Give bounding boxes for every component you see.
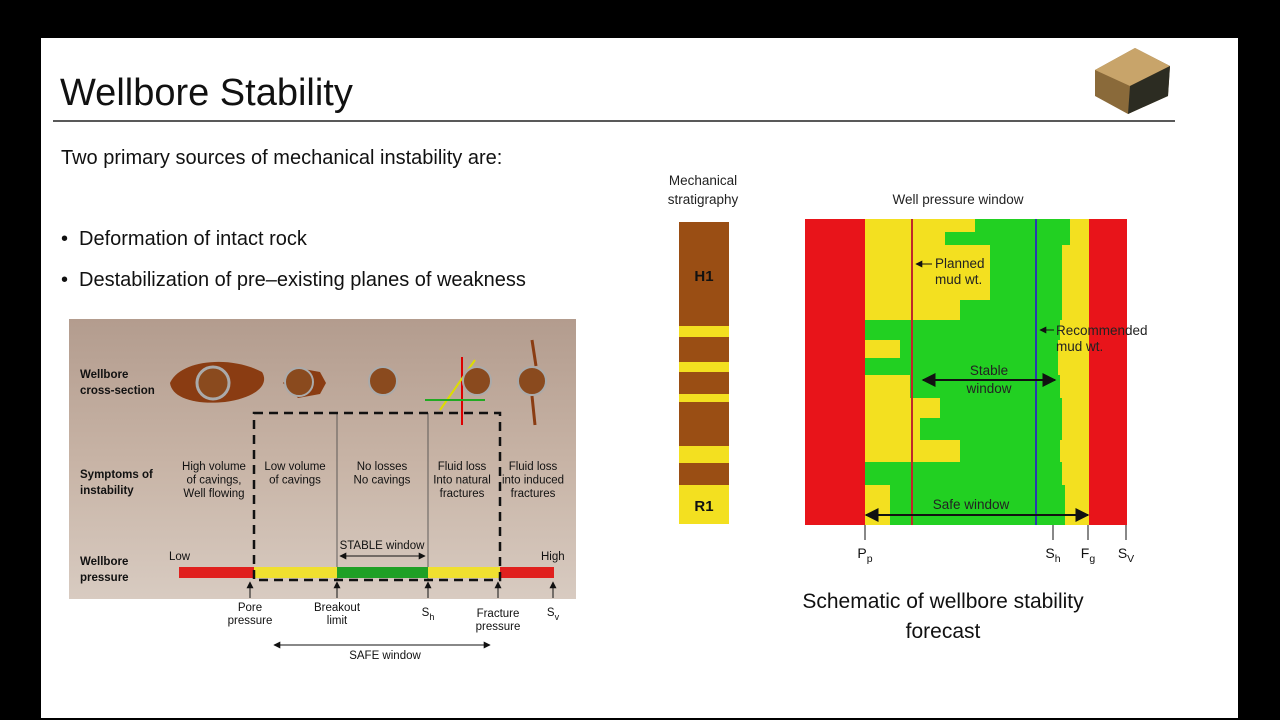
marker-label: Breakout [314, 602, 361, 614]
row-label: instability [80, 485, 134, 497]
symptom: of cavings, [187, 475, 242, 487]
symptom: fractures [440, 488, 485, 500]
bullet: • [61, 228, 68, 250]
strat-title: stratigraphy [668, 192, 739, 207]
row-label: pressure [80, 572, 129, 584]
axis-label: Fg [1081, 545, 1096, 565]
symptom: Into natural [433, 475, 491, 487]
stable-zone [920, 418, 1062, 440]
row-label: cross-section [80, 385, 155, 397]
caption: forecast [906, 620, 981, 643]
stable-zone [865, 462, 1062, 485]
stable-zone [960, 300, 1062, 320]
stable-zone [975, 219, 1070, 232]
strat-title: Mechanical [669, 173, 737, 188]
layer-label: H1 [694, 268, 713, 285]
planned-label: Planned [935, 256, 985, 271]
axis-label-main: S [1118, 545, 1127, 561]
row-label: Wellbore [80, 556, 128, 568]
safe-window: SAFE window [349, 650, 421, 662]
intro: Two primary sources of mechanical instab… [61, 147, 502, 169]
high-label: High [541, 551, 565, 563]
stable-zone [865, 320, 1060, 340]
marker-label-main: S [422, 607, 430, 619]
bullet: • [61, 269, 68, 291]
stable-zone [945, 232, 1070, 245]
symptom: Well flowing [183, 488, 244, 500]
marker-label: pressure [476, 621, 521, 633]
axis-label-sub: V [1127, 553, 1134, 565]
axis-label-main: S [1045, 545, 1054, 561]
row-label: Symptoms of [80, 469, 153, 481]
marker-label-sub: v [555, 612, 560, 622]
recommended-label: mud wt. [1056, 339, 1103, 354]
planned-label: mud wt. [935, 272, 982, 287]
stable-label: window [965, 381, 1011, 396]
logo [1095, 48, 1170, 114]
marker-label: limit [327, 615, 348, 627]
symptom: No losses [357, 461, 408, 473]
axis-label-sub: g [1089, 553, 1095, 565]
symptom: fractures [511, 488, 556, 500]
marker-label: Pore [238, 602, 262, 614]
marker-label: pressure [228, 615, 273, 627]
layer-label: R1 [694, 498, 713, 515]
marker-label: Fracture [477, 608, 520, 620]
stable-zone [940, 398, 1062, 418]
marker-label-sub: h [429, 612, 434, 622]
marker-label-main: S [547, 607, 555, 619]
axis-label-sub: h [1055, 553, 1061, 565]
symptom: into induced [502, 475, 564, 487]
bullet-text: Deformation of intact rock [79, 228, 308, 250]
stable-zone [900, 340, 1058, 358]
symptom: High volume [182, 461, 246, 473]
low-label: Low [169, 551, 191, 563]
right-figure: Mechanical stratigraphy H1 R1 Well pressure … [668, 173, 1148, 565]
stable-zone [990, 245, 1062, 300]
stable-label: Stable [970, 363, 1008, 378]
marker-label: Sh [422, 607, 435, 622]
left-figure: Wellbore cross-section Symptoms of instabil… [69, 319, 576, 662]
caption: Schematic of wellbore stability [802, 590, 1084, 613]
stable-zone [865, 358, 1058, 375]
axis-label-main: P [857, 545, 866, 561]
stable-window: STABLE window [340, 540, 425, 552]
stable-zone [960, 440, 1060, 462]
window-title: Well pressure window [892, 192, 1023, 207]
axis-label: Pp [857, 545, 872, 565]
axis-label: Sh [1045, 545, 1060, 565]
symptom: of cavings [269, 475, 321, 487]
axis-label-main: F [1081, 545, 1090, 561]
recommended-label: Recommended [1056, 323, 1148, 338]
symptom: Fluid loss [509, 461, 558, 473]
axis-label-sub: p [867, 553, 873, 565]
title: Wellbore Stability [60, 72, 353, 114]
axis-label: SV [1118, 545, 1134, 565]
symptom: Low volume [264, 461, 325, 473]
marker-label: Sv [547, 607, 560, 622]
symptom: Fluid loss [438, 461, 487, 473]
safe-label: Safe window [933, 497, 1010, 512]
symptom: No cavings [354, 475, 411, 487]
bullet-text: Destabilization of pre–existing planes o… [79, 269, 526, 291]
row-label: Wellbore [80, 369, 128, 381]
